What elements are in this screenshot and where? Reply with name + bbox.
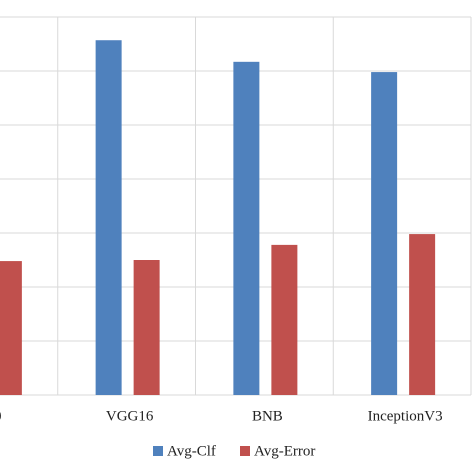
bar [371, 72, 398, 395]
bar [271, 244, 298, 395]
x-tick-label: t50 [0, 408, 1, 424]
bar [95, 40, 122, 395]
bar [133, 260, 160, 395]
bar [0, 261, 22, 395]
x-tick-label: InceptionV3 [368, 408, 443, 424]
bar [233, 61, 260, 395]
legend-swatch [153, 446, 163, 456]
legend-label: Avg-Clf [167, 443, 216, 459]
legend-swatch [240, 446, 250, 456]
x-tick-label: VGG16 [106, 408, 154, 424]
legend-label: Avg-Error [254, 443, 315, 459]
bar [409, 234, 436, 395]
x-tick-label: BNB [252, 408, 283, 424]
